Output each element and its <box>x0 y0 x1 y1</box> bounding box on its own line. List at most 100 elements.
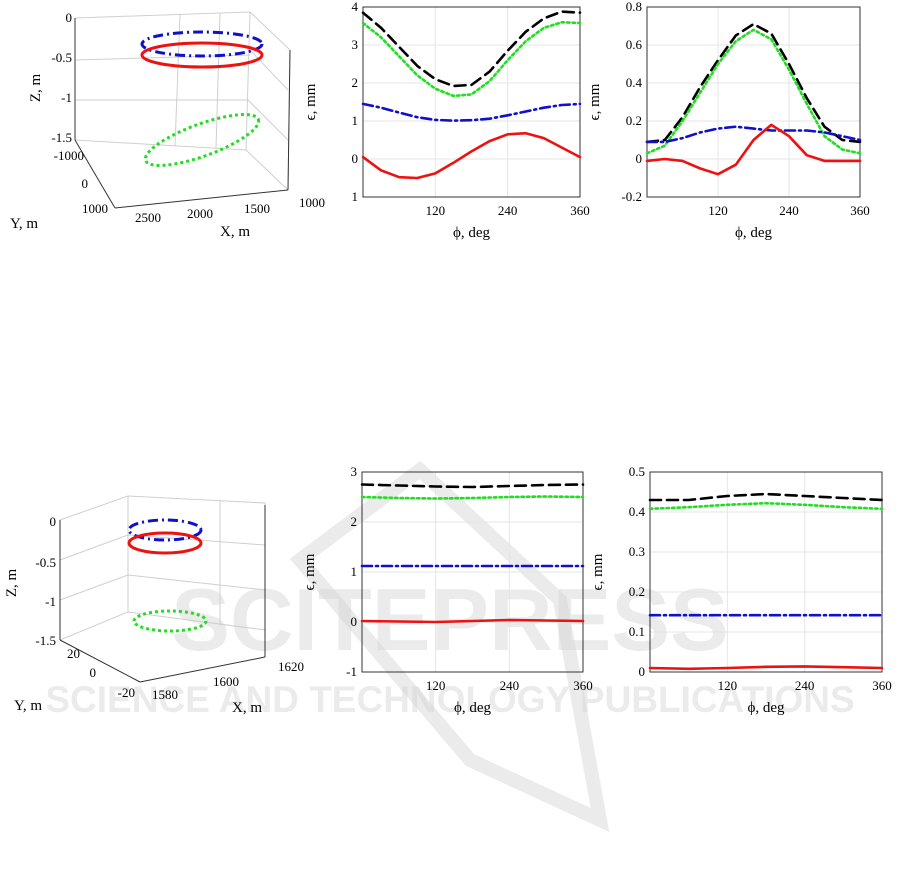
watermark-title: SCITEPRESS <box>171 570 728 669</box>
z-tick-bottom-2: -1 <box>45 594 56 609</box>
x-tick-label-top-right-1: 240 <box>779 203 799 218</box>
plot-3d-top: 0 -0.5 -1 -1.5 Z, m -1000 0 1000 Y, m 25… <box>10 10 325 240</box>
x-tick-label-bottom-right-2: 360 <box>872 678 892 693</box>
watermark: SCITEPRESS SCIENCE AND TECHNOLOGY PUBLIC… <box>45 460 855 833</box>
x-tick-label-bottom-right-1: 240 <box>795 678 815 693</box>
series-line-top-right-2 <box>645 125 862 144</box>
y-tick-label-top-mid-5: 4 <box>352 0 359 14</box>
x-axis-label-bottom-mid: ϕ, deg <box>454 700 492 716</box>
plot-bottom-mid: -1 0 1 2 3 120 240 360 ϕ, deg ϵ, mm <box>302 464 593 716</box>
ring-red-solid-top <box>140 41 264 69</box>
axes-frame-3d-top <box>74 18 291 209</box>
plot-top-right: -0.2 0 0.2 0.4 0.6 0.8 120 240 360 ϕ, deg ϵ, mm <box>587 0 870 241</box>
series-line-bottom-mid-0 <box>360 483 585 489</box>
y-tick-label-top-right-0: -0.2 <box>621 189 642 204</box>
y-tick-label-top-mid-1: 0 <box>352 151 359 166</box>
series-line-bottom-right-1 <box>648 501 884 511</box>
x-tick-label-top-right-0: 120 <box>708 203 728 218</box>
ring-red-solid-bottom <box>127 531 203 555</box>
x-axis-label-top-right: ϕ, deg <box>735 225 773 241</box>
y-tick-top-0: -1000 <box>54 148 84 163</box>
y-tick-label-top-right-1: 0 <box>636 151 643 166</box>
z-axis-label-bottom: Z, m <box>4 569 20 598</box>
y-tick-label-bottom-mid-0: -1 <box>346 664 357 679</box>
series-line-top-mid-1 <box>361 20 582 98</box>
z-tick-bottom-3: -1.5 <box>35 633 56 648</box>
y-axis-label-bottom-right: ϵ, mm <box>590 553 606 590</box>
y-tick-top-2: 1000 <box>82 201 108 216</box>
y-tick-label-bottom-right-0: 0 <box>639 664 646 679</box>
y-tick-label-top-right-2: 0.2 <box>626 113 642 128</box>
axes-box-bottom-mid <box>361 471 584 673</box>
y-tick-label-bottom-mid-4: 3 <box>351 464 358 479</box>
x-tick-top-0: 2500 <box>135 210 161 225</box>
z-tick-top-3: -1.5 <box>51 130 72 145</box>
z-tick-top-2: -1 <box>61 90 72 105</box>
x-tick-label-top-right-2: 360 <box>850 203 870 218</box>
y-tick-top-1: 0 <box>82 176 89 191</box>
series-line-top-right-3 <box>645 123 862 176</box>
y-axis-label-top-mid: ϵ, mm <box>303 83 319 120</box>
y-tick-label-bottom-mid-3: 2 <box>351 514 358 529</box>
x-axis-label-top-mid: ϕ, deg <box>453 225 491 241</box>
x-tick-label-top-mid-0: 120 <box>426 203 446 218</box>
ring-green-dotted-top <box>143 113 261 167</box>
ring-blue-dashdot-top <box>140 30 264 58</box>
y-tick-label-bottom-mid-1: 0 <box>351 614 358 629</box>
x-tick-bottom-0: 1580 <box>152 687 178 702</box>
x-axis-label-bottom-right: ϕ, deg <box>747 700 785 716</box>
watermark-subtitle: SCIENCE AND TECHNOLOGY PUBLICATIONS <box>45 679 854 720</box>
axes-box-3d-top <box>74 11 291 191</box>
x-tick-label-bottom-mid-0: 120 <box>426 678 446 693</box>
y-tick-label-top-right-3: 0.4 <box>626 75 643 90</box>
x-tick-label-bottom-mid-1: 240 <box>500 678 520 693</box>
x-tick-bottom-1: 1600 <box>213 674 239 689</box>
y-tick-label-bottom-right-4: 0.4 <box>629 504 646 519</box>
plot-bottom-right: 0 0.1 0.2 0.3 0.4 0.5 120 240 360 ϕ, deg ϵ, mm <box>590 464 892 716</box>
y-tick-label-top-right-5: 0.8 <box>626 0 642 14</box>
ring-blue-dashdot-bottom <box>127 518 203 542</box>
axes-frame-3d-bottom <box>59 505 266 683</box>
z-tick-top-0: 0 <box>66 10 73 25</box>
x-axis-label-bottom: X, m <box>232 700 262 716</box>
x-tick-bottom-2: 1620 <box>278 659 304 674</box>
axes-box-top-right <box>646 6 861 198</box>
y-tick-label-bottom-right-3: 0.3 <box>629 544 645 559</box>
z-tick-bottom-1: -0.5 <box>35 555 56 570</box>
y-tick-label-bottom-right-5: 0.5 <box>629 464 645 479</box>
y-axis-label-top: Y, m <box>10 216 38 232</box>
series-line-bottom-right-3 <box>648 665 884 671</box>
y-tick-bottom-0: 20 <box>67 646 80 661</box>
z-axis-label-top: Z, m <box>28 74 44 103</box>
series-line-top-mid-3 <box>361 131 582 180</box>
y-tick-label-bottom-right-1: 0.1 <box>629 624 645 639</box>
axes-box-3d-bottom <box>59 495 266 641</box>
series-line-bottom-mid-3 <box>360 618 585 624</box>
x-tick-label-top-mid-1: 240 <box>498 203 518 218</box>
x-tick-top-3: 1000 <box>299 195 325 210</box>
series-line-top-mid-2 <box>361 102 582 122</box>
y-tick-label-top-mid-3: 2 <box>352 75 359 90</box>
x-tick-top-2: 1500 <box>244 201 270 216</box>
ring-green-dotted-bottom <box>132 609 208 633</box>
x-tick-top-1: 2000 <box>187 206 213 221</box>
x-tick-label-top-mid-2: 360 <box>570 203 590 218</box>
y-axis-label-top-right: ϵ, mm <box>587 83 603 120</box>
series-line-bottom-mid-1 <box>360 495 585 500</box>
axes-box-bottom-right <box>649 471 883 673</box>
z-tick-top-1: -0.5 <box>51 50 72 65</box>
y-tick-label-top-mid-2: 1 <box>352 113 359 128</box>
x-tick-label-bottom-mid-2: 360 <box>573 678 593 693</box>
y-tick-bottom-1: 0 <box>90 665 97 680</box>
plot-3d-bottom: 0 -0.5 -1 -1.5 Z, m 20 0 -20 Y, m 1580 1… <box>4 495 304 716</box>
y-axis-label-bottom: Y, m <box>14 698 42 714</box>
series-line-top-right-1 <box>645 28 862 155</box>
plot-top-mid: 1 0 1 2 3 4 120 240 360 ϕ, deg ϵ, mm <box>303 0 590 241</box>
series-line-top-mid-0 <box>361 10 582 88</box>
z-tick-bottom-0: 0 <box>50 514 57 529</box>
x-axis-label-top: X, m <box>220 224 250 240</box>
y-axis-label-bottom-mid: ϵ, mm <box>302 553 318 590</box>
x-tick-label-bottom-right-0: 120 <box>718 678 738 693</box>
y-tick-label-top-right-4: 0.6 <box>626 37 643 52</box>
